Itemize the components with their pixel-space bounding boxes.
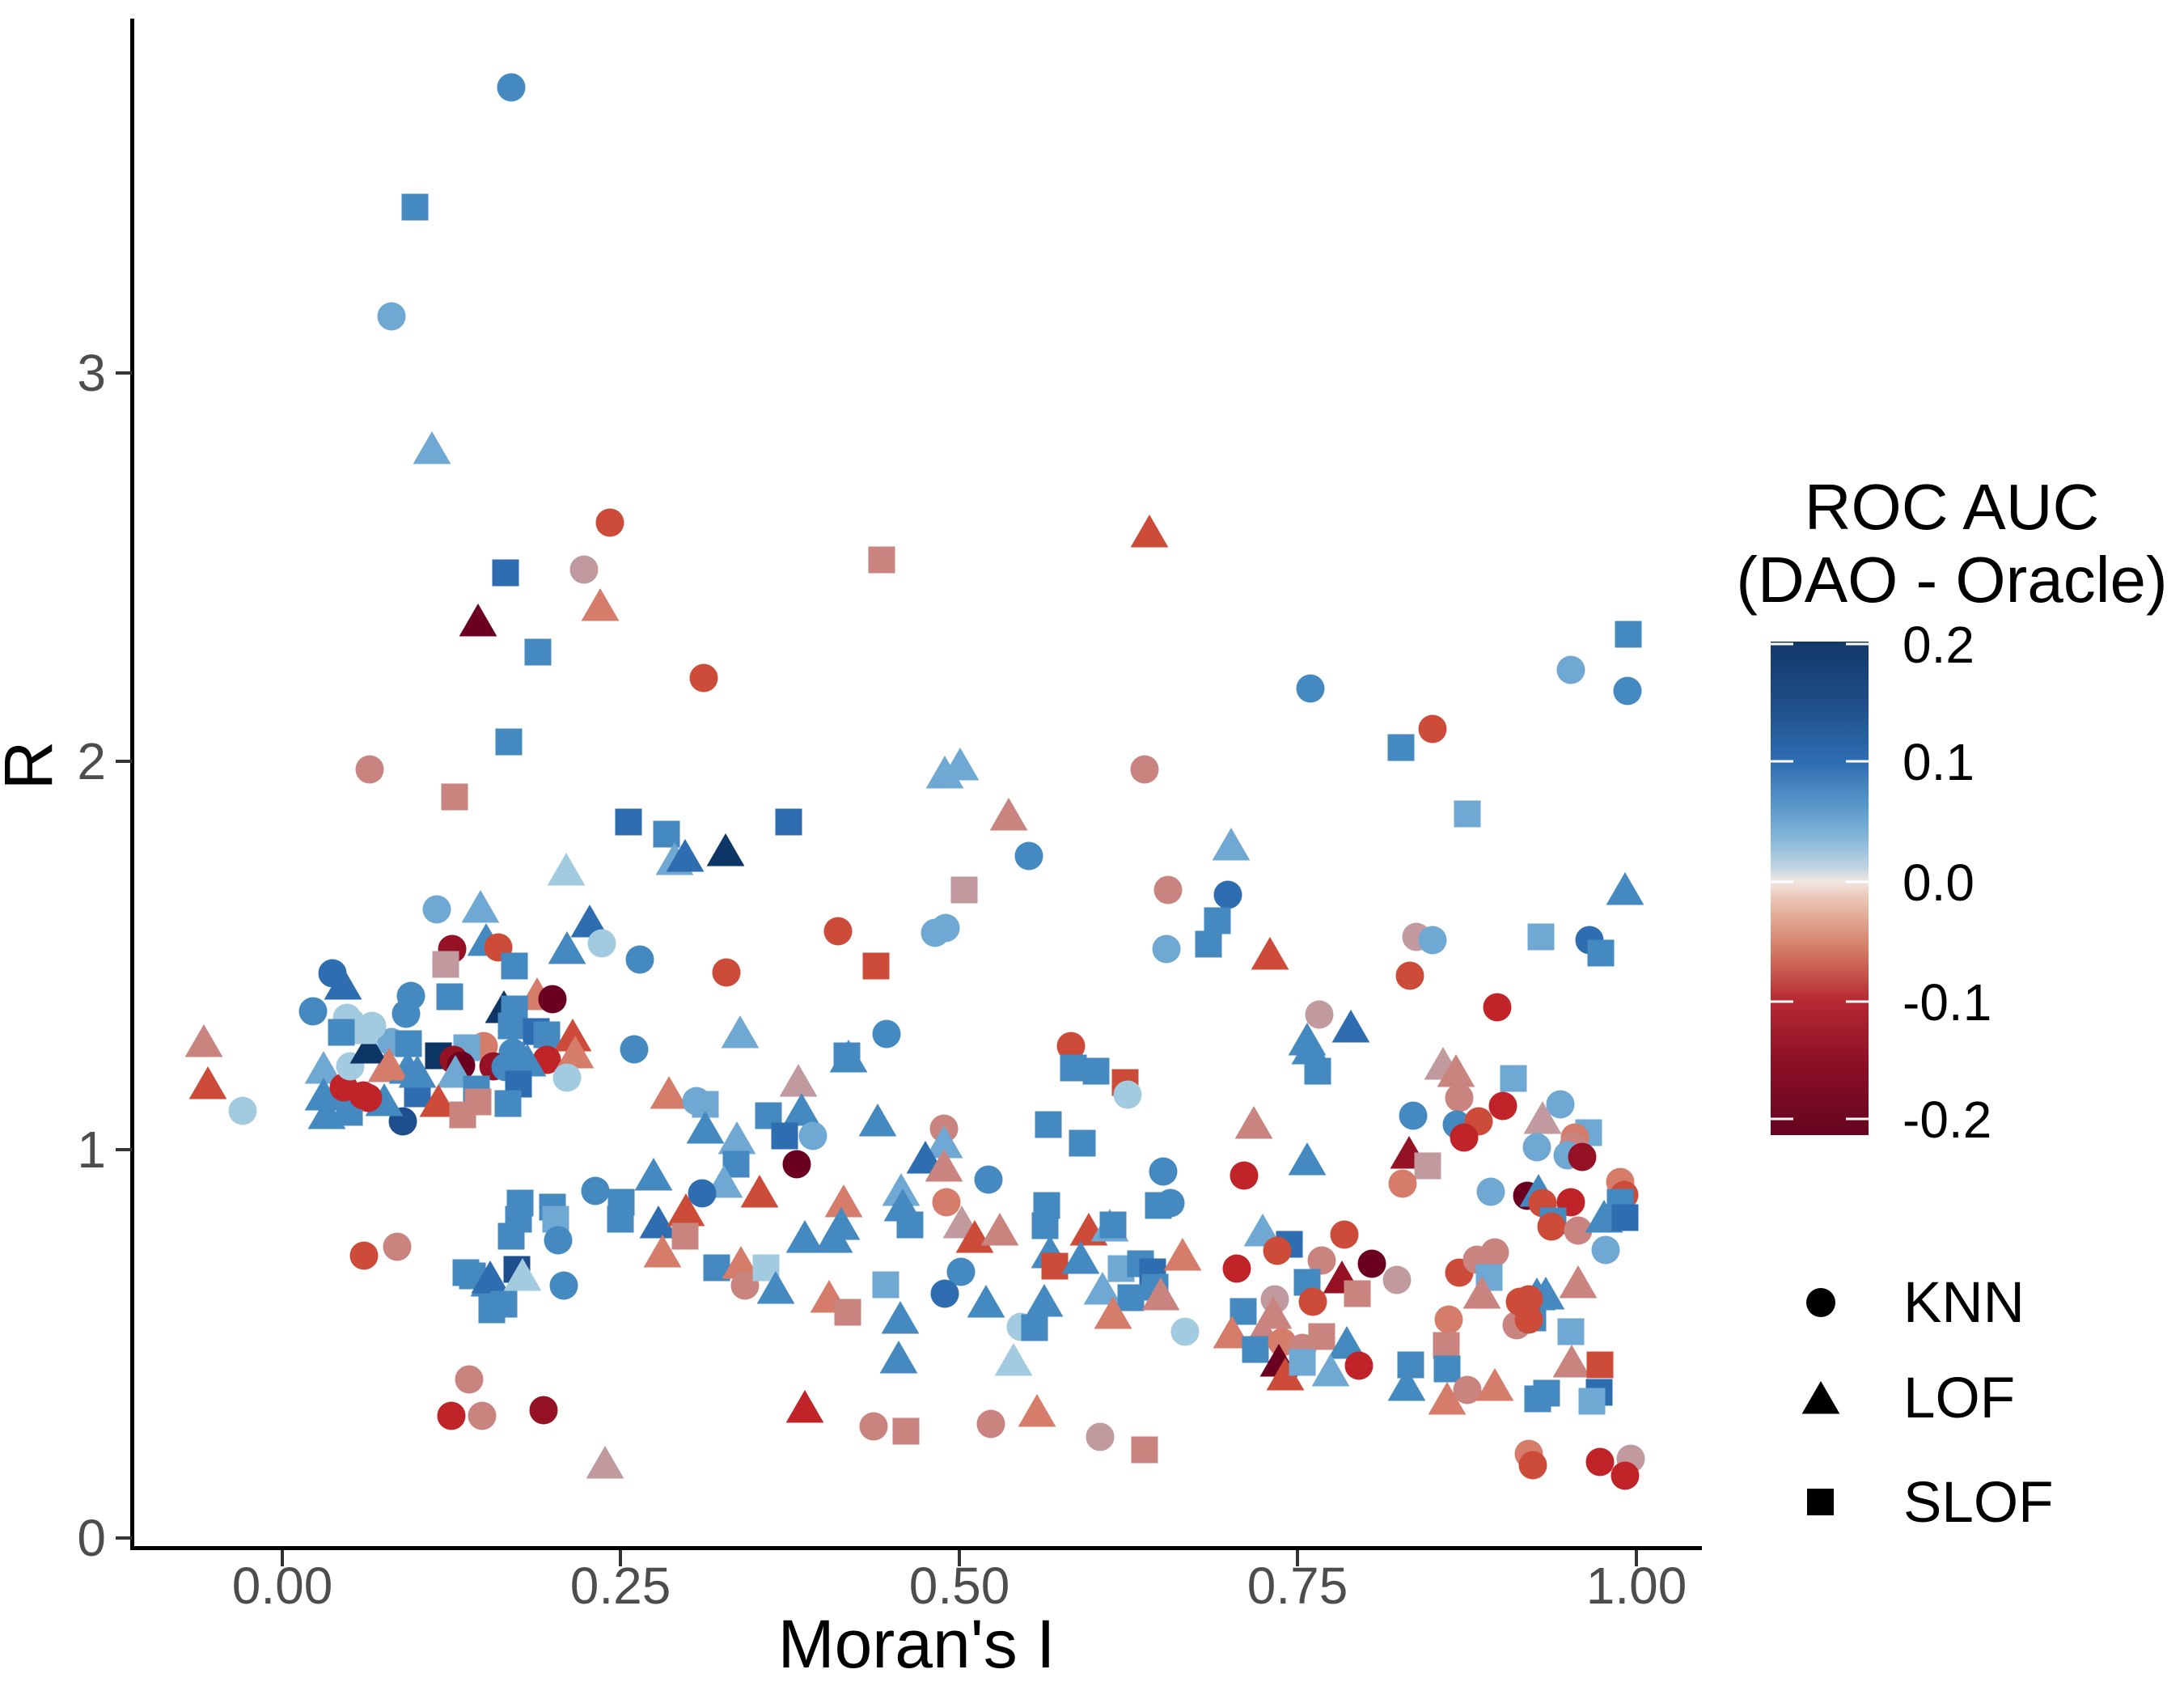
svg-text:1: 1 <box>77 1121 106 1179</box>
svg-text:3: 3 <box>77 344 106 402</box>
svg-text:0.2: 0.2 <box>1903 616 1974 674</box>
svg-text:LOF: LOF <box>1903 1366 2015 1430</box>
svg-text:-0.2: -0.2 <box>1903 1091 1991 1149</box>
svg-text:-0.1: -0.1 <box>1903 973 1991 1032</box>
svg-text:0.0: 0.0 <box>1903 854 1974 912</box>
svg-text:Moran's I: Moran's I <box>778 1606 1056 1682</box>
svg-text:R: R <box>0 741 66 790</box>
svg-text:0.50: 0.50 <box>909 1557 1010 1615</box>
svg-text:0.75: 0.75 <box>1247 1557 1348 1615</box>
svg-text:0.00: 0.00 <box>232 1557 333 1615</box>
svg-text:2: 2 <box>77 732 106 790</box>
svg-text:0: 0 <box>77 1509 106 1567</box>
svg-text:0.1: 0.1 <box>1903 733 1974 791</box>
svg-text:KNN: KNN <box>1903 1271 2025 1335</box>
svg-text:SLOF: SLOF <box>1903 1471 2053 1535</box>
svg-text:ROC AUC: ROC AUC <box>1805 471 2100 543</box>
svg-text:0.25: 0.25 <box>570 1557 671 1615</box>
svg-text:1.00: 1.00 <box>1586 1557 1687 1615</box>
svg-text:(DAO - Oracle): (DAO - Oracle) <box>1736 544 2167 616</box>
